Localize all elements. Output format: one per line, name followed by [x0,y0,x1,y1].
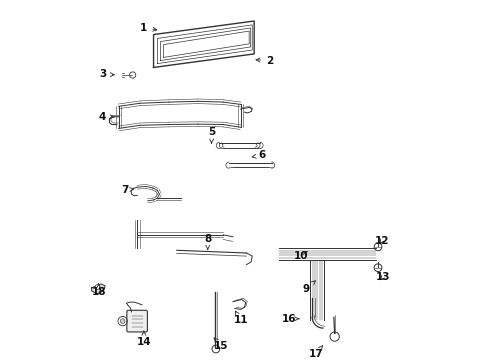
Text: 12: 12 [374,236,388,246]
Text: 8: 8 [203,234,211,249]
Text: 2: 2 [256,56,273,66]
Polygon shape [91,284,105,294]
Text: 7: 7 [121,185,134,195]
Text: 6: 6 [252,150,265,161]
Text: 15: 15 [214,338,228,351]
Circle shape [95,285,100,289]
Text: 17: 17 [308,346,323,359]
Text: 1: 1 [140,23,157,33]
FancyBboxPatch shape [126,310,147,332]
Text: 3: 3 [100,69,114,79]
Circle shape [120,319,124,323]
Text: 18: 18 [91,284,105,297]
Text: 16: 16 [281,314,299,324]
Text: 5: 5 [207,127,215,143]
Text: 4: 4 [99,112,114,122]
Text: 9: 9 [302,281,315,294]
Text: 10: 10 [293,251,307,261]
Text: 14: 14 [136,331,151,347]
Text: 11: 11 [233,311,247,325]
Text: 13: 13 [375,273,389,282]
